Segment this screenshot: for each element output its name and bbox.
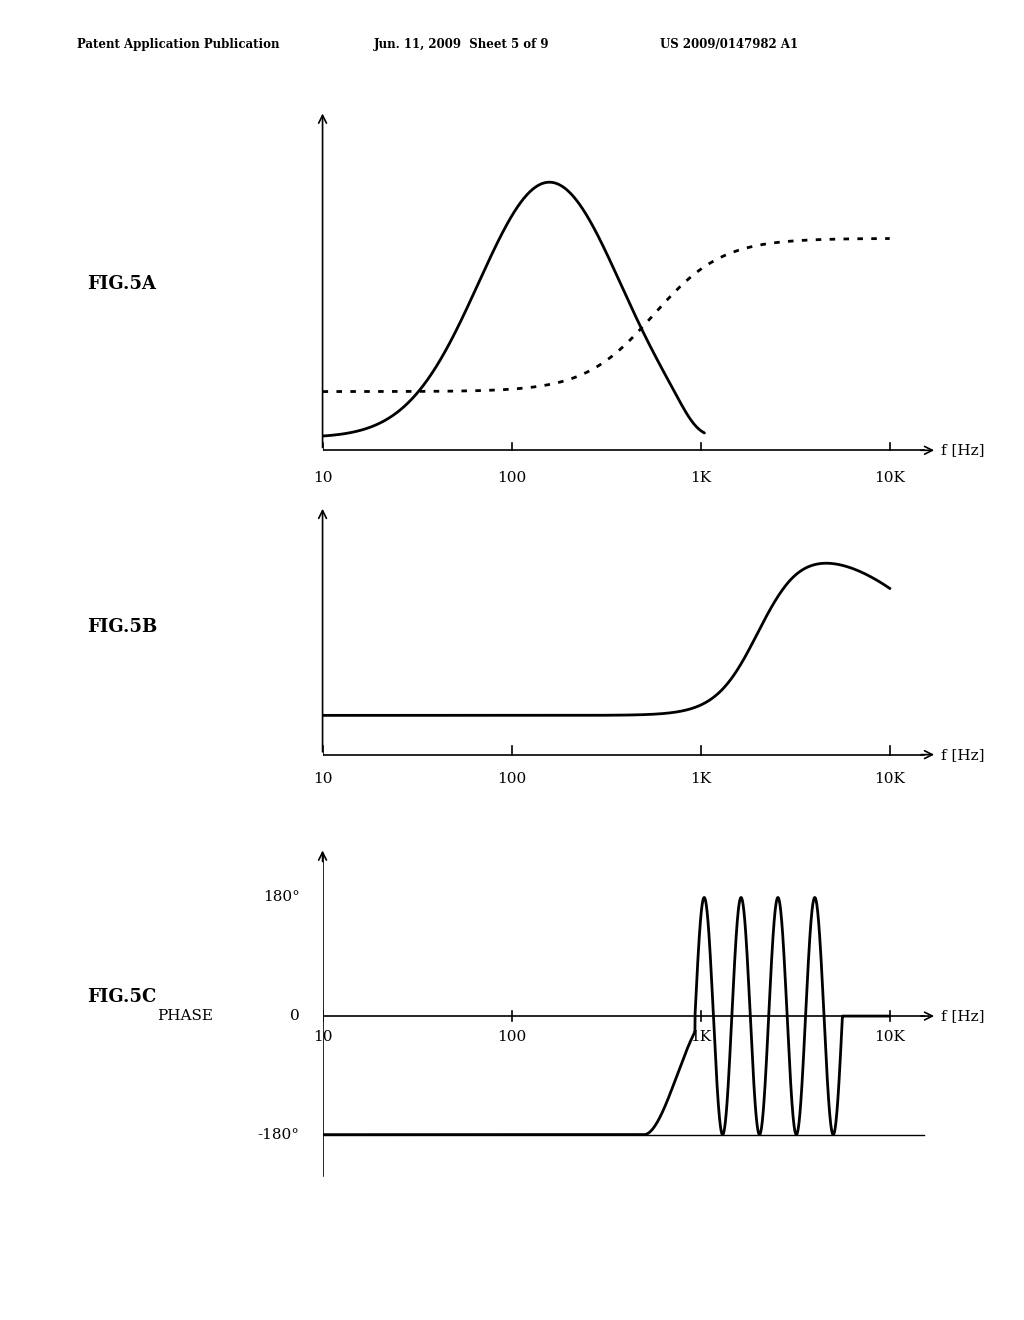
Text: PHASE: PHASE [157, 1008, 213, 1023]
Text: 1K: 1K [690, 471, 712, 484]
Text: 100: 100 [497, 471, 526, 484]
Text: US 2009/0147982 A1: US 2009/0147982 A1 [660, 38, 799, 51]
Text: FIG.5C: FIG.5C [87, 987, 157, 1006]
Text: f [Hz]: f [Hz] [941, 444, 984, 457]
Text: 10: 10 [312, 1031, 333, 1044]
Text: FIG.5B: FIG.5B [87, 618, 158, 636]
Text: f [Hz]: f [Hz] [941, 1008, 984, 1023]
Text: FIG.5A: FIG.5A [87, 275, 156, 293]
Text: Patent Application Publication: Patent Application Publication [77, 38, 280, 51]
Text: 10: 10 [312, 471, 333, 484]
Text: 10K: 10K [874, 772, 905, 787]
Text: 10K: 10K [874, 1031, 905, 1044]
Text: 0: 0 [290, 1008, 300, 1023]
Text: 10K: 10K [874, 471, 905, 484]
Text: Jun. 11, 2009  Sheet 5 of 9: Jun. 11, 2009 Sheet 5 of 9 [374, 38, 549, 51]
Text: 10: 10 [312, 772, 333, 787]
Text: f [Hz]: f [Hz] [941, 747, 984, 762]
Text: 1K: 1K [690, 1031, 712, 1044]
Text: 1K: 1K [690, 772, 712, 787]
Text: 100: 100 [497, 772, 526, 787]
Text: 180°: 180° [263, 891, 300, 904]
Text: -180°: -180° [258, 1127, 300, 1142]
Text: 100: 100 [497, 1031, 526, 1044]
